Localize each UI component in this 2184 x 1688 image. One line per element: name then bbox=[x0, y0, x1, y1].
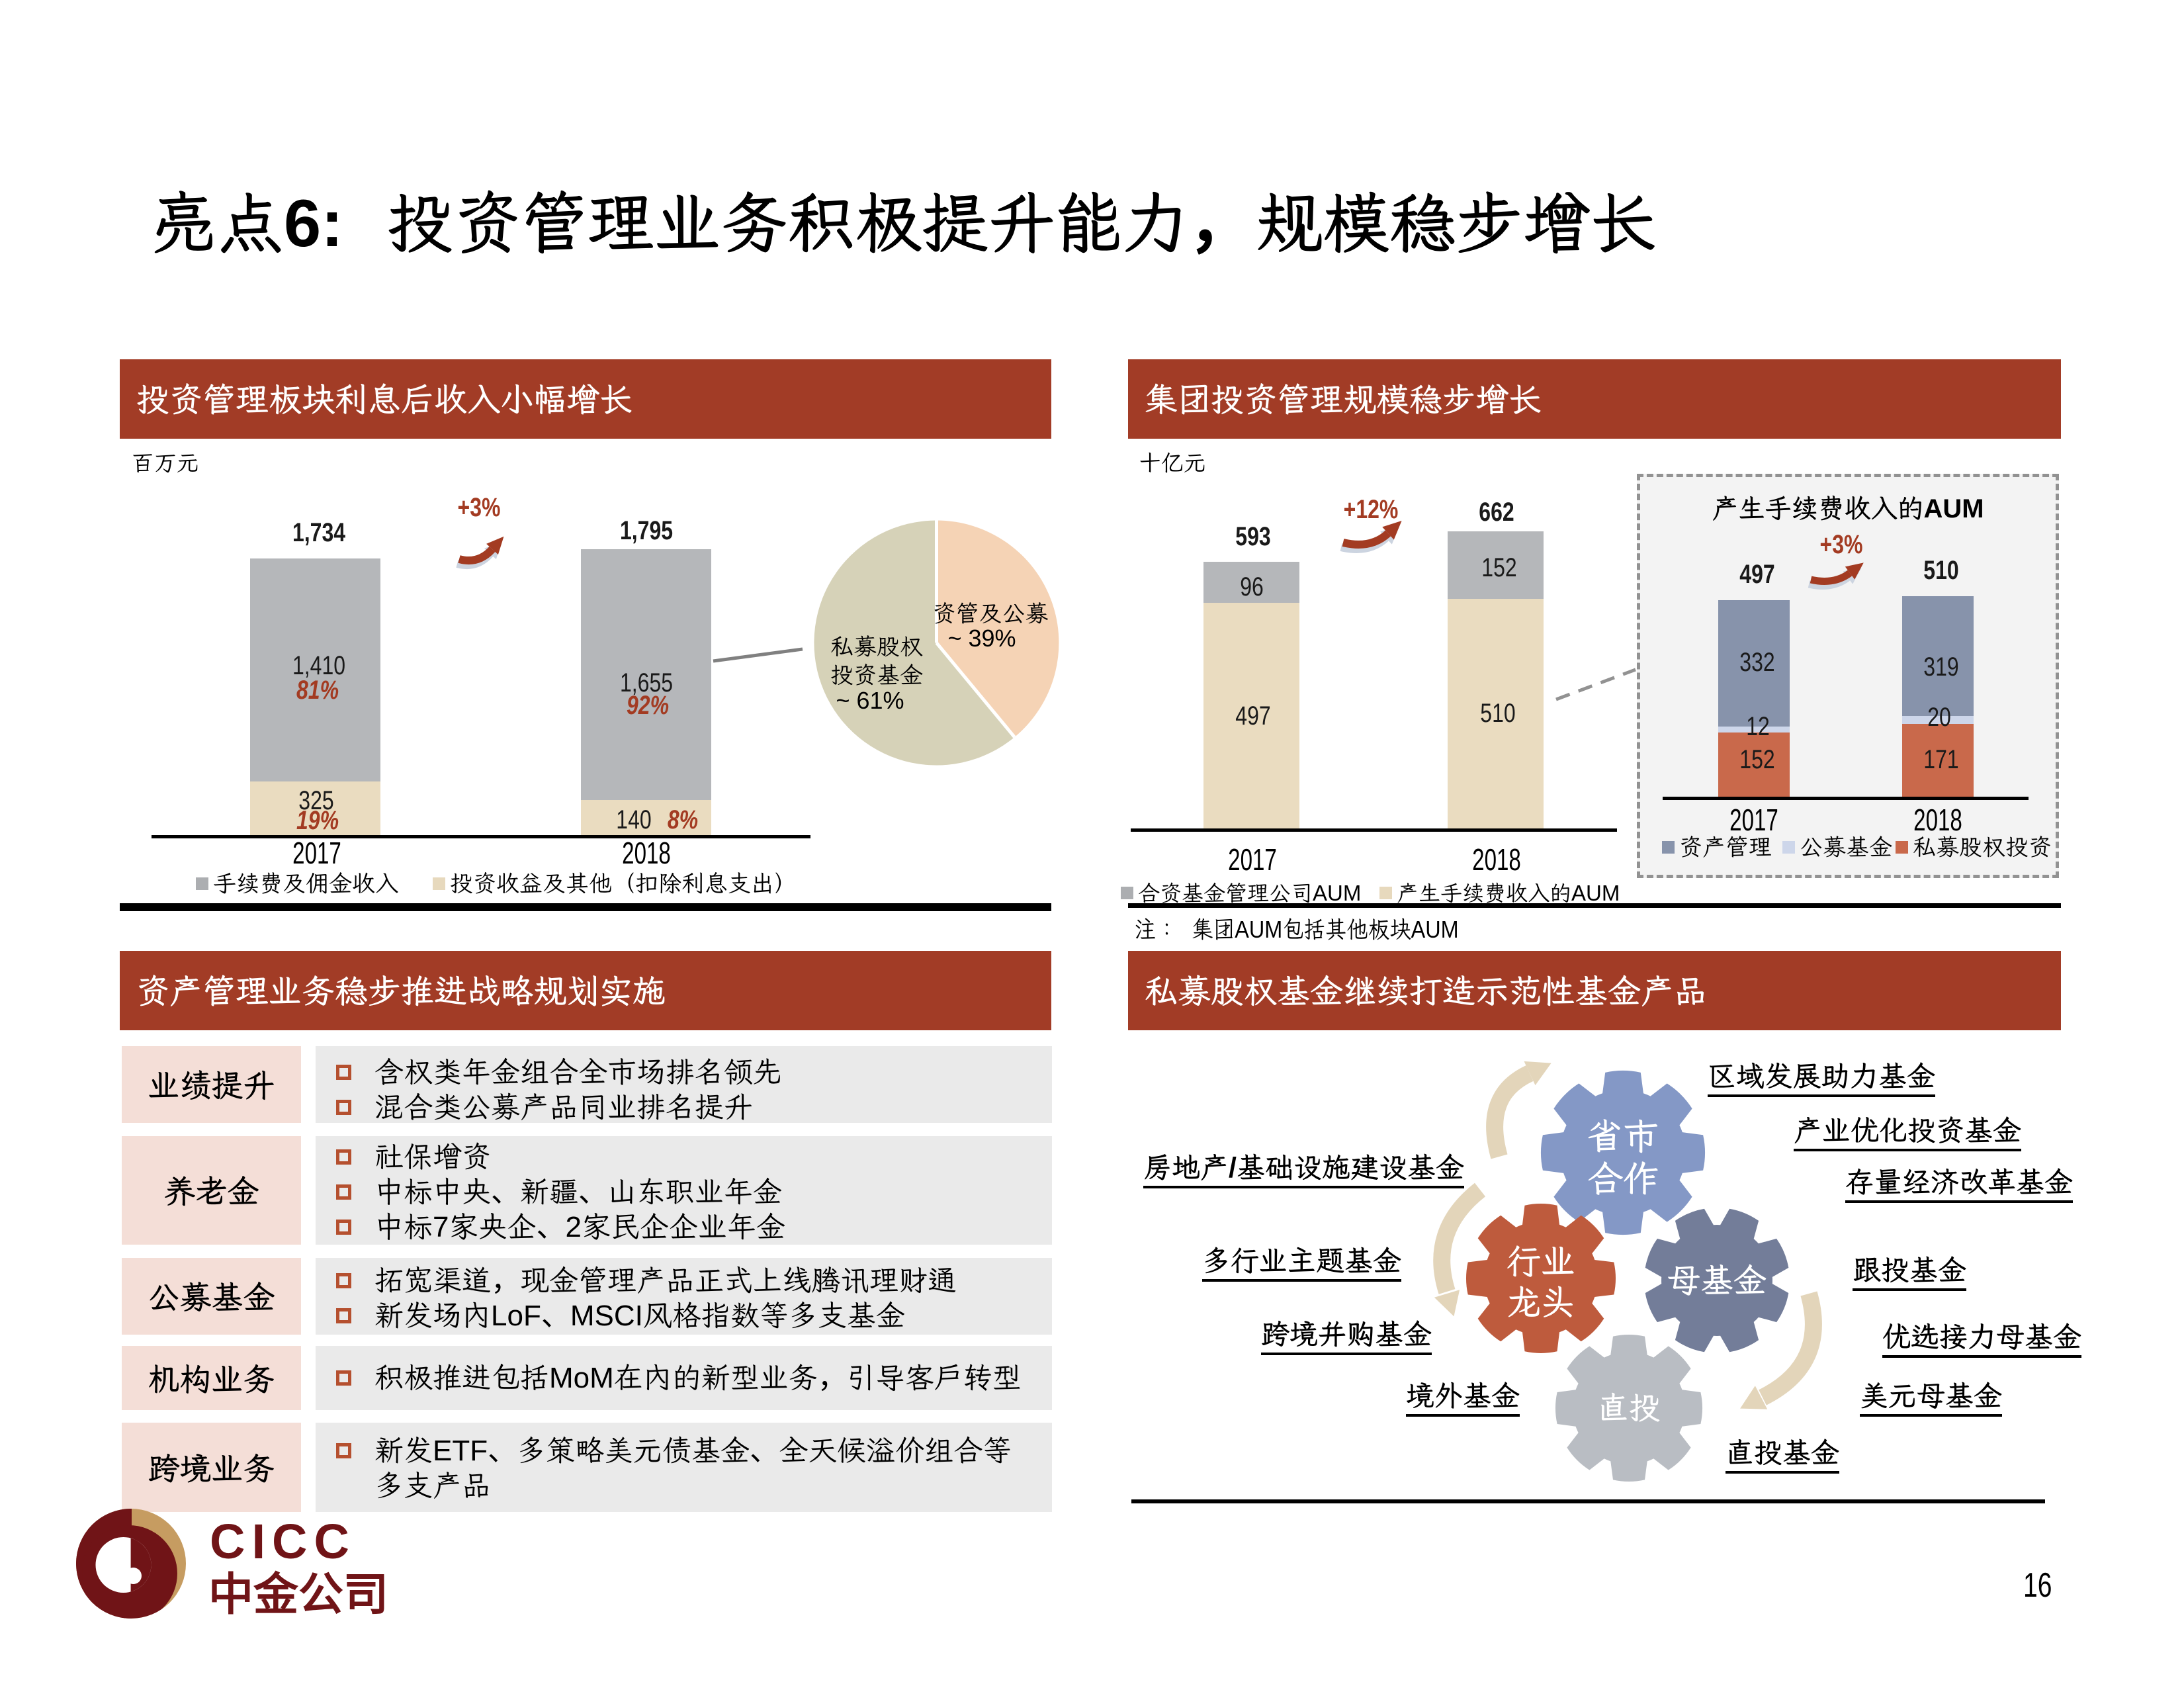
svg-text:省市: 省市 bbox=[1587, 1117, 1659, 1157]
svg-text:行业: 行业 bbox=[1507, 1243, 1575, 1281]
svg-text:龙头: 龙头 bbox=[1507, 1284, 1575, 1322]
svg-text:母基金: 母基金 bbox=[1667, 1262, 1767, 1299]
svg-text:合作: 合作 bbox=[1587, 1159, 1659, 1199]
svg-text:直投: 直投 bbox=[1597, 1391, 1661, 1426]
